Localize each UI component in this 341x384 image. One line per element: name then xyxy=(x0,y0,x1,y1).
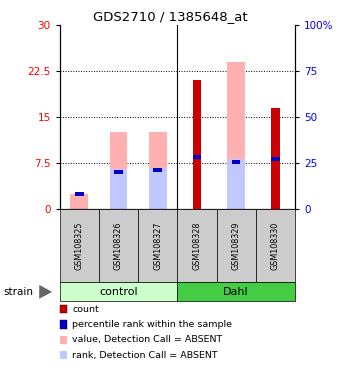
Text: GSM108328: GSM108328 xyxy=(192,222,202,270)
Bar xyxy=(227,62,245,209)
Bar xyxy=(110,169,127,209)
Bar xyxy=(227,159,245,209)
Text: GSM108329: GSM108329 xyxy=(232,222,241,270)
Bar xyxy=(75,192,84,195)
Text: rank, Detection Call = ABSENT: rank, Detection Call = ABSENT xyxy=(72,351,218,360)
Text: GSM108327: GSM108327 xyxy=(153,222,162,270)
Bar xyxy=(149,167,166,209)
Bar xyxy=(149,132,166,209)
Text: GDS2710 / 1385648_at: GDS2710 / 1385648_at xyxy=(93,10,248,23)
Text: percentile rank within the sample: percentile rank within the sample xyxy=(72,320,232,329)
Text: GSM108326: GSM108326 xyxy=(114,222,123,270)
Text: count: count xyxy=(72,305,99,314)
Polygon shape xyxy=(39,285,52,299)
Text: GSM108330: GSM108330 xyxy=(271,222,280,270)
Bar xyxy=(114,170,123,174)
Text: Dahl: Dahl xyxy=(223,287,249,297)
Bar xyxy=(271,108,280,209)
Bar xyxy=(153,168,162,172)
Bar xyxy=(193,155,201,159)
Bar xyxy=(232,160,240,164)
Bar xyxy=(193,80,201,209)
Text: strain: strain xyxy=(3,287,33,297)
Text: value, Detection Call = ABSENT: value, Detection Call = ABSENT xyxy=(72,335,223,344)
Text: GSM108325: GSM108325 xyxy=(75,222,84,270)
Text: control: control xyxy=(99,287,138,297)
Bar xyxy=(71,194,88,209)
Bar xyxy=(271,157,280,161)
Bar xyxy=(110,132,127,209)
